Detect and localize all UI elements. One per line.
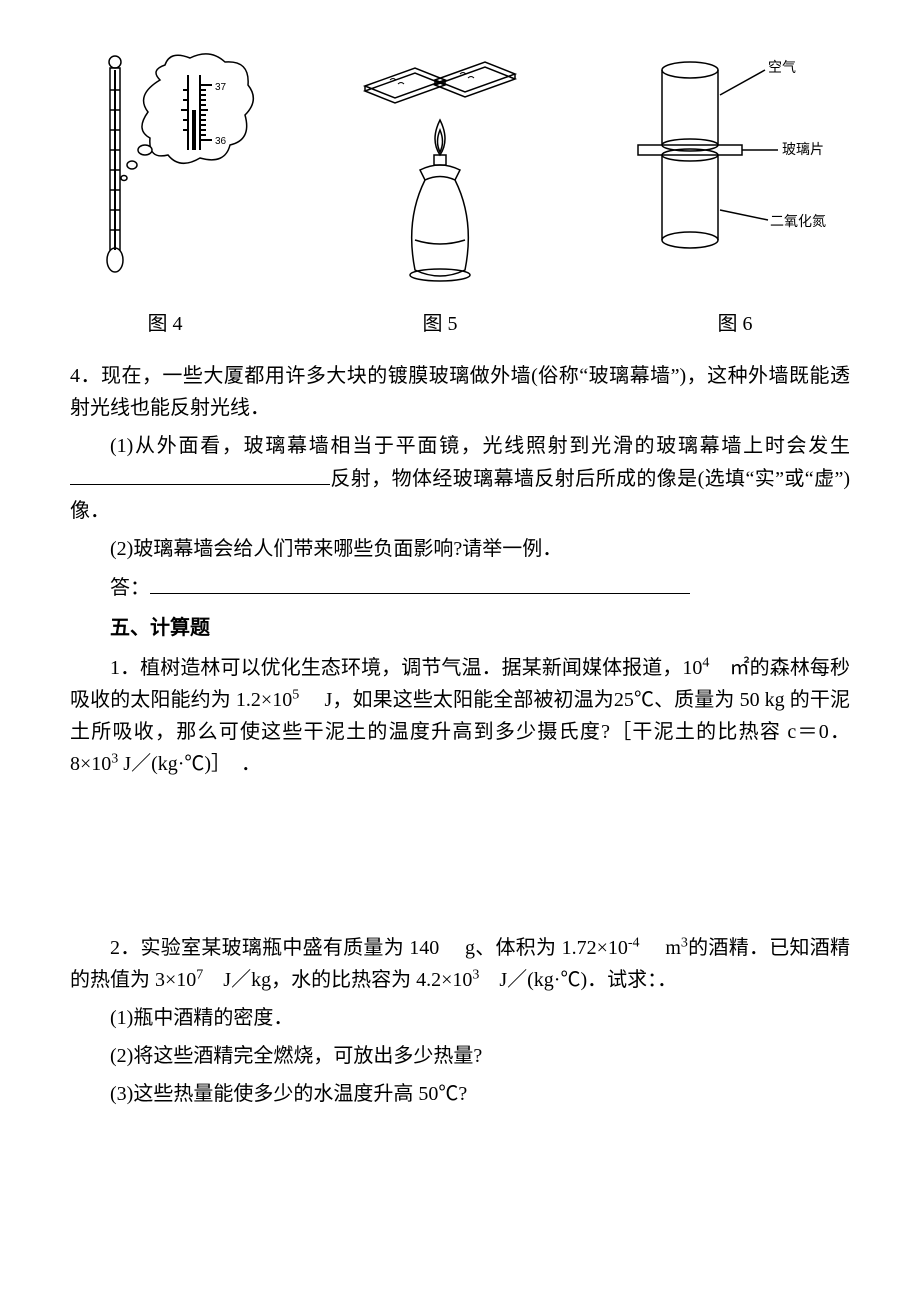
figure-5-label: 图 5 — [423, 308, 458, 340]
figure-4: 37 36 图 4 — [70, 50, 260, 340]
q4-part1: (1)从外面看，玻璃幕墙相当于平面镜，光线照射到光滑的玻璃幕墙上时会发生反射，物… — [70, 430, 850, 527]
q5-1-a: 1．植树造林可以优化生态环境，调节气温．据某新闻媒体报道，10 — [110, 657, 702, 679]
q5-2-exp-a: -4 — [628, 935, 640, 950]
q5-1: 1．植树造林可以优化生态环境，调节气温．据某新闻媒体报道，104 ㎡的森林每秒吸… — [70, 652, 850, 780]
scale-36: 36 — [215, 136, 227, 147]
figure-6-label: 图 6 — [718, 308, 753, 340]
thermometer-icon: 37 36 — [70, 50, 260, 290]
scale-37: 37 — [215, 82, 227, 93]
q5-2-b: m — [640, 937, 681, 959]
burner-icon — [345, 50, 535, 290]
jars-icon: 空气 玻璃片 二氧化氮 — [620, 50, 850, 290]
q4-answer-line: 答： — [70, 571, 850, 604]
q5-1-d: J／(kg·℃)］ ． — [118, 753, 261, 775]
q5-2-a: 2．实验室某玻璃瓶中盛有质量为 140 g、体积为 1.72×10 — [110, 937, 628, 959]
q4-stem: 4．现在，一些大厦都用许多大块的镀膜玻璃做外墙(俗称“玻璃幕墙”)，这种外墙既能… — [70, 360, 850, 424]
workspace-5-1 — [70, 786, 850, 926]
air-label: 空气 — [768, 60, 796, 76]
q5-2-exp-b: 3 — [681, 935, 688, 950]
figure-4-label: 图 4 — [148, 308, 183, 340]
q5-2-p1: (1)瓶中酒精的密度． — [70, 1002, 850, 1034]
q5-2-p3: (3)这些热量能使多少的水温度升高 50℃? — [70, 1078, 850, 1110]
figures-row: 37 36 图 4 — [70, 60, 850, 340]
q4-part2: (2)玻璃幕墙会给人们带来哪些负面影响?请举一例． — [70, 533, 850, 565]
q5-2: 2．实验室某玻璃瓶中盛有质量为 140 g、体积为 1.72×10-4 m3的酒… — [70, 932, 850, 996]
section-5-title: 五、计算题 — [70, 612, 850, 644]
no2-label: 二氧化氮 — [770, 214, 826, 230]
q5-2-p2: (2)将这些酒精完全燃烧，可放出多少热量? — [70, 1040, 850, 1072]
blank-answer[interactable] — [150, 571, 690, 594]
figure-6: 空气 玻璃片 二氧化氮 图 6 — [620, 50, 850, 340]
q5-2-e: J／(kg·℃)．试求：． — [479, 969, 677, 991]
blank-reflection-type[interactable] — [70, 462, 330, 485]
glass-plate-label: 玻璃片 — [782, 141, 824, 158]
answer-label: 答： — [110, 577, 150, 599]
figure-5: 图 5 — [345, 50, 535, 340]
q5-2-d: J／kg，水的比热容为 4.2×10 — [203, 969, 472, 991]
q4-p1-a: (1)从外面看，玻璃幕墙相当于平面镜，光线照射到光滑的玻璃幕墙上时会发生 — [110, 435, 850, 457]
